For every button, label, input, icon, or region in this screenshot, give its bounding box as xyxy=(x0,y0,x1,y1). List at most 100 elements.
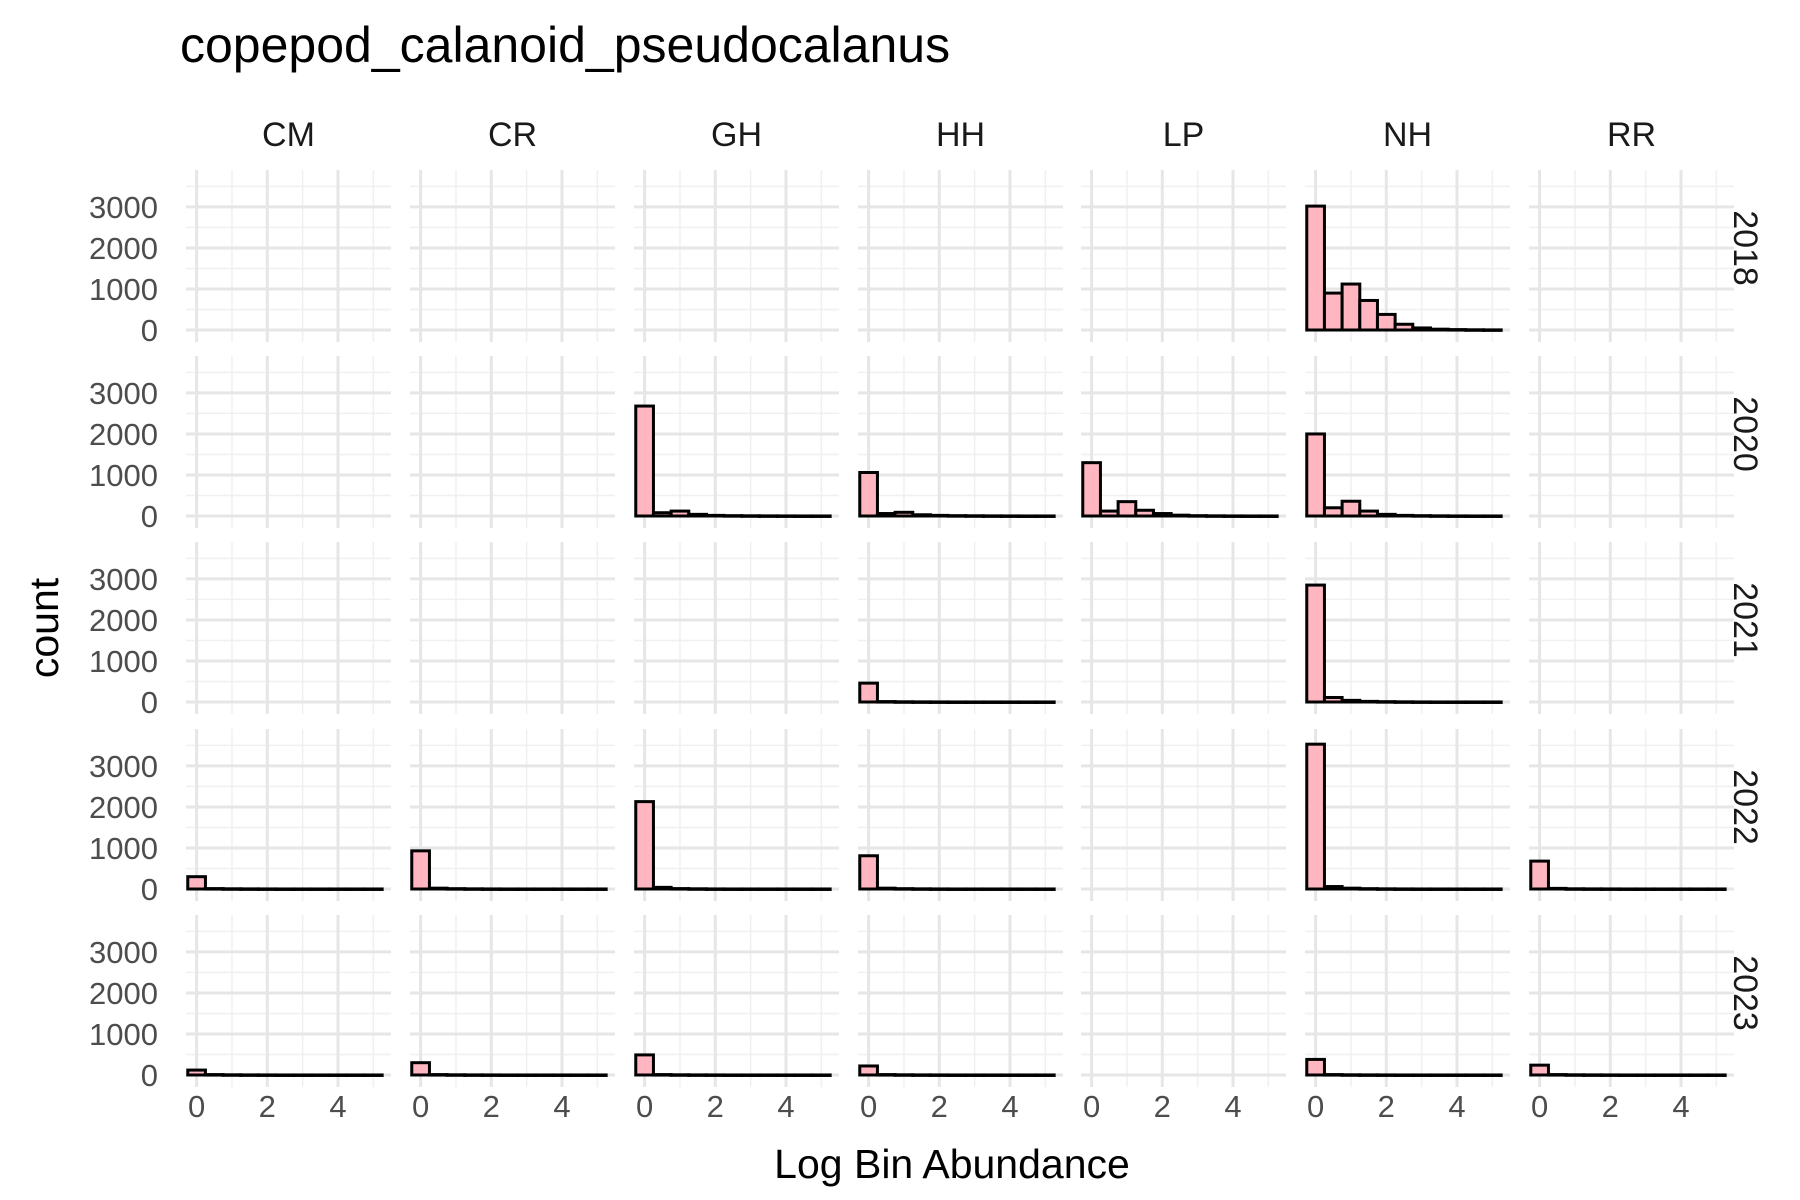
histogram-bar xyxy=(1081,461,1102,518)
histogram-bar xyxy=(1305,1057,1326,1077)
facet-panel xyxy=(858,729,1063,901)
histogram-bar xyxy=(327,1073,349,1077)
histogram-bar xyxy=(704,513,726,518)
histogram-bar xyxy=(445,887,467,891)
histogram-bar xyxy=(1529,1063,1550,1077)
histogram-bar xyxy=(274,887,296,891)
histogram-bar xyxy=(1322,291,1344,332)
histogram-bar xyxy=(1393,322,1415,332)
x-tick-label: 2 xyxy=(707,1089,724,1124)
x-tick-label: 0 xyxy=(1083,1089,1100,1124)
facet-panel xyxy=(1305,915,1510,1087)
facet-column-label: CR xyxy=(488,116,537,154)
facet-panel xyxy=(634,915,839,1087)
histogram-bar xyxy=(1599,1073,1621,1077)
histogram-bar xyxy=(309,1073,331,1077)
chart-title: copepod_calanoid_pseudocalanus xyxy=(180,17,950,73)
histogram-bar xyxy=(1464,328,1485,332)
y-tick-label: 2000 xyxy=(89,790,158,825)
x-tick-label: 4 xyxy=(1001,1089,1018,1124)
histogram-bar xyxy=(203,1073,225,1077)
histogram-bar xyxy=(1358,509,1379,518)
facet-column-label: LP xyxy=(1163,116,1205,154)
histogram-bar xyxy=(1446,700,1468,704)
histogram-bar xyxy=(345,1073,366,1077)
facet-panel xyxy=(186,542,391,714)
histogram-bar xyxy=(1411,700,1432,704)
histogram-bar xyxy=(1446,328,1468,332)
histogram-bar xyxy=(1688,1073,1709,1077)
histogram-bar xyxy=(480,1073,502,1077)
histogram-bar xyxy=(1582,887,1603,891)
x-tick-label: 0 xyxy=(1531,1089,1548,1124)
histogram-bar xyxy=(1358,699,1379,704)
histogram-bar xyxy=(569,1073,590,1077)
histogram-bar xyxy=(634,800,655,891)
histogram-bar xyxy=(1411,1073,1432,1077)
histogram-bar xyxy=(1393,700,1415,704)
histogram-bar xyxy=(1481,887,1503,891)
histogram-bar xyxy=(1652,1073,1674,1077)
histogram-bar xyxy=(1257,514,1279,518)
histogram-bar xyxy=(1358,887,1379,891)
histogram-bar xyxy=(1564,887,1586,891)
histogram-bar xyxy=(186,1068,207,1077)
y-axis-label: count xyxy=(21,577,67,678)
histogram-bar xyxy=(498,887,520,891)
x-tick-label: 4 xyxy=(777,1089,794,1124)
histogram-bar xyxy=(427,1073,449,1077)
x-tick-label: 0 xyxy=(188,1089,205,1124)
histogram-bar xyxy=(999,700,1021,704)
histogram-bar xyxy=(740,1073,761,1077)
histogram-bar xyxy=(1305,742,1326,891)
histogram-bar xyxy=(1464,514,1485,518)
histogram-bar xyxy=(1151,512,1173,518)
facet-panel xyxy=(1529,542,1734,714)
histogram-bar xyxy=(463,887,484,891)
histogram-bar xyxy=(928,513,950,518)
x-tick-label: 4 xyxy=(329,1089,346,1124)
histogram-bar xyxy=(1034,887,1056,891)
histogram-bar xyxy=(1599,887,1621,891)
y-tick-label: 0 xyxy=(141,685,158,720)
y-tick-label: 0 xyxy=(141,872,158,907)
facet-column-label: GH xyxy=(711,116,762,154)
histogram-bar xyxy=(793,514,814,518)
x-tick-label: 0 xyxy=(636,1089,653,1124)
histogram-bar xyxy=(203,887,225,891)
facet-column-label: CM xyxy=(262,116,315,154)
y-tick-label: 1000 xyxy=(89,831,158,866)
y-tick-label: 2000 xyxy=(89,976,158,1011)
facet-panel xyxy=(858,915,1063,1087)
histogram-bar xyxy=(1034,1073,1056,1077)
histogram-bar xyxy=(1322,695,1344,704)
y-tick-label: 1000 xyxy=(89,272,158,307)
histogram-bar xyxy=(1464,1073,1485,1077)
histogram-bar xyxy=(793,887,814,891)
histogram-bar xyxy=(1375,887,1397,891)
histogram-bar xyxy=(1464,887,1485,891)
histogram-bar xyxy=(981,1073,1003,1077)
histogram-bar xyxy=(362,887,384,891)
histogram-bar xyxy=(651,1073,673,1077)
histogram-bar xyxy=(858,681,879,704)
histogram-bar xyxy=(1305,583,1326,704)
histogram-bar xyxy=(651,511,673,518)
y-tick-label: 3000 xyxy=(89,749,158,784)
histogram-bar xyxy=(810,887,832,891)
histogram-bar xyxy=(999,1073,1021,1077)
histogram-bar xyxy=(186,875,207,891)
y-tick-label: 2000 xyxy=(89,231,158,266)
histogram-bar xyxy=(775,514,797,518)
histogram-bar xyxy=(1034,700,1056,704)
histogram-bar xyxy=(1305,204,1326,332)
histogram-bar xyxy=(239,887,260,891)
histogram-bar xyxy=(1428,1073,1450,1077)
histogram-bar xyxy=(1222,514,1244,518)
histogram-bar xyxy=(1017,887,1038,891)
histogram-bar xyxy=(1705,1073,1727,1077)
histogram-bar xyxy=(1428,700,1450,704)
facet-panel xyxy=(634,356,839,528)
histogram-bar xyxy=(1169,513,1191,518)
